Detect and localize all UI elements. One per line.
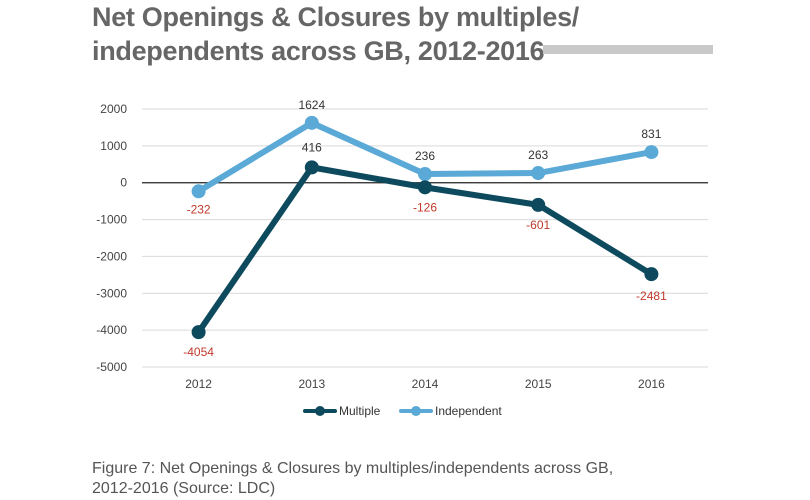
y-tick-label: -1000 (96, 213, 127, 227)
figure-caption: Figure 7: Net Openings & Closures by mul… (92, 459, 752, 499)
data-point-multiple (418, 180, 432, 195)
y-tick-label: -2000 (96, 249, 127, 263)
data-point-multiple (644, 267, 659, 282)
data-point-independent (418, 167, 432, 182)
data-label-multiple: -601 (526, 218, 550, 232)
y-tick-label: -5000 (96, 360, 127, 374)
title-decoration-bar (543, 45, 713, 54)
data-label-multiple: -2481 (636, 289, 667, 303)
data-label-independent: 263 (528, 148, 548, 162)
legend-label-multiple: Multiple (339, 404, 381, 418)
x-tick-label: 2016 (638, 377, 665, 391)
line-chart: 2000 1000 0 -1000 -2000 -3000 -4000 -5000 2012 20… (96, 98, 708, 418)
title-line-1: Net Openings & Closures by multiples/ (92, 2, 579, 32)
x-tick-label: 2014 (412, 377, 439, 391)
data-label-multiple: 416 (302, 140, 322, 154)
data-label-multiple: -126 (413, 200, 437, 214)
data-point-multiple (531, 197, 546, 212)
y-tick-label: -3000 (96, 286, 127, 300)
data-point-independent (644, 145, 659, 160)
data-point-independent (304, 115, 319, 130)
x-tick-label: 2015 (525, 377, 552, 391)
legend-label-independent: Independent (435, 404, 502, 418)
chart-title: Net Openings & Closures by multiples/ in… (92, 0, 579, 68)
data-point-independent (191, 184, 206, 199)
legend-marker-multiple (315, 406, 325, 416)
data-label-independent: 1624 (298, 98, 325, 112)
data-label-independent: 831 (641, 127, 661, 141)
data-point-multiple (304, 160, 319, 175)
caption-line-2: 2012-2016 (Source: LDC) (92, 480, 276, 497)
data-point-independent (531, 166, 546, 181)
x-tick-label: 2013 (298, 377, 325, 391)
x-tick-label: 2012 (185, 377, 212, 391)
title-line-2: independents across GB, 2012-2016 (92, 36, 545, 66)
data-point-multiple (191, 325, 206, 340)
data-label-multiple: -4054 (183, 345, 214, 359)
data-label-independent: -232 (187, 202, 211, 216)
y-tick-label: 0 (120, 176, 127, 190)
caption-line-1: Figure 7: Net Openings & Closures by mul… (92, 460, 614, 477)
legend-marker-independent (411, 406, 421, 416)
data-label-independent: 236 (415, 149, 435, 163)
y-tick-label: 2000 (100, 102, 127, 116)
y-tick-label: 1000 (100, 139, 127, 153)
y-tick-label: -4000 (96, 323, 127, 337)
